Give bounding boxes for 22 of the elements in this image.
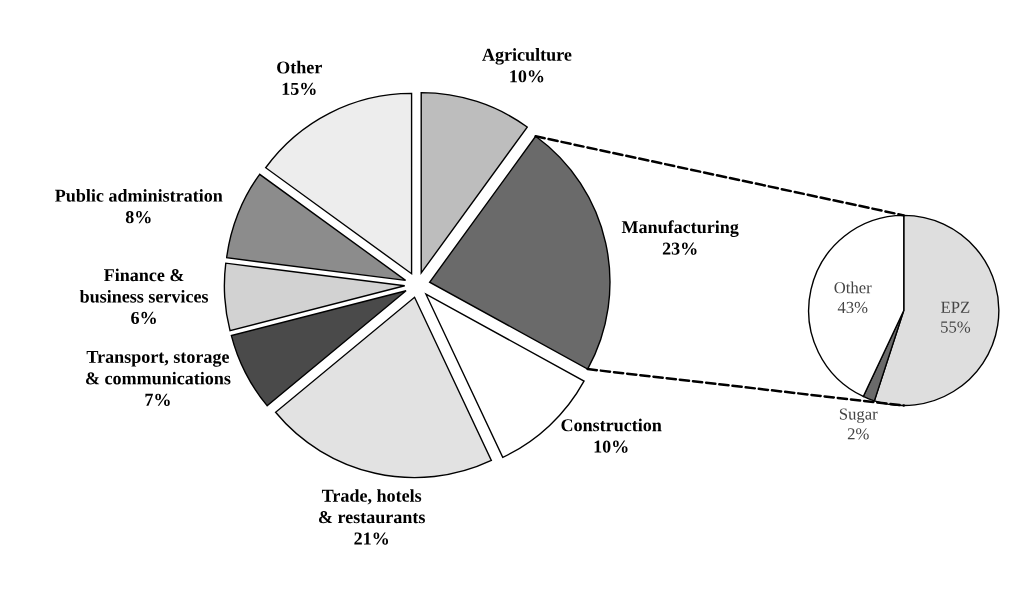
slice-label: Other	[277, 60, 322, 74]
data-label: 21%	[354, 532, 389, 545]
slice-label: Sugar	[839, 408, 878, 424]
slice-label: EPZ	[941, 301, 970, 313]
slice-label: Manufacturing	[621, 220, 739, 237]
data-label: 15%	[282, 82, 316, 95]
data-label: 55%	[941, 321, 971, 333]
data-label: 8%	[125, 210, 151, 224]
slice-label: Transport, storage & communications	[86, 350, 231, 385]
slice-label: Finance & business services	[79, 268, 209, 303]
slice-label: Construction	[561, 418, 662, 432]
slice-label: Public administration	[55, 189, 223, 202]
data-label: 10%	[510, 70, 544, 83]
slice-label: Trade, hotels & restaurants	[318, 489, 425, 524]
slice-label: Agriculture	[482, 48, 572, 65]
slice-label: Other	[834, 281, 872, 294]
data-label: 2%	[847, 428, 869, 440]
data-label: 23%	[662, 242, 697, 255]
data-label: 10%	[594, 440, 628, 453]
data-label: 6%	[131, 311, 156, 325]
data-label: 43%	[837, 301, 868, 314]
data-label: 7%	[145, 393, 170, 406]
